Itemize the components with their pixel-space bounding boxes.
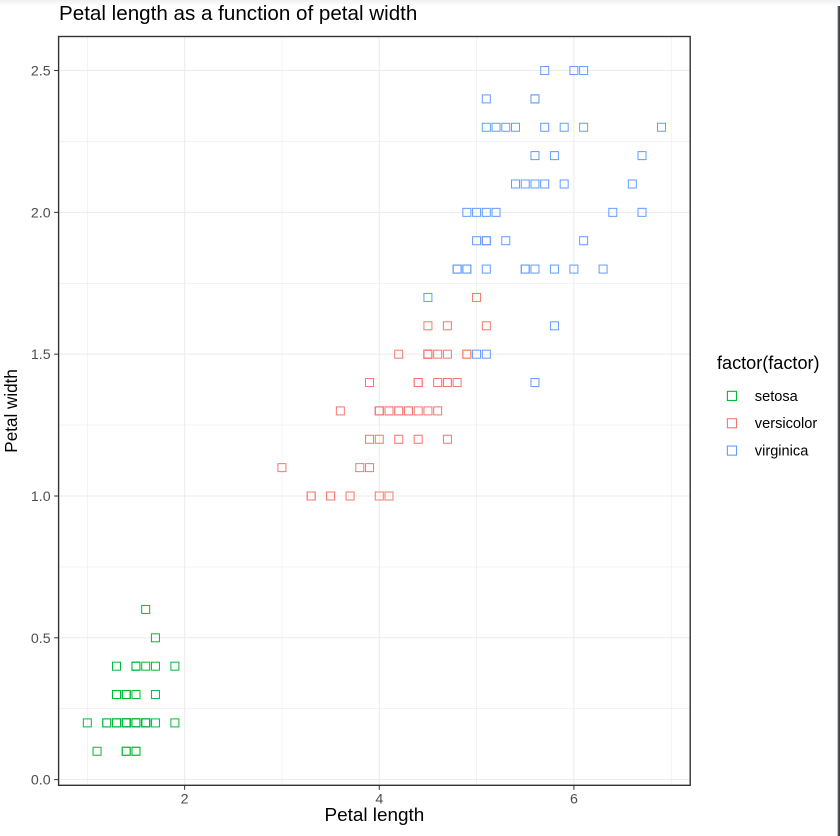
svg-text:factor(factor): factor(factor) — [717, 353, 820, 373]
svg-text:versicolor: versicolor — [755, 416, 818, 432]
svg-text:2: 2 — [181, 791, 189, 807]
svg-text:Petal length: Petal length — [325, 805, 425, 826]
svg-text:1.5: 1.5 — [31, 347, 51, 363]
svg-text:6: 6 — [570, 791, 578, 807]
svg-text:2.5: 2.5 — [31, 64, 51, 80]
svg-text:2.0: 2.0 — [31, 205, 51, 221]
svg-text:1.0: 1.0 — [31, 489, 51, 505]
svg-text:Petal width: Petal width — [2, 369, 21, 453]
svg-text:virginica: virginica — [755, 444, 809, 460]
svg-text:0.0: 0.0 — [31, 773, 51, 789]
svg-text:setosa: setosa — [755, 389, 799, 405]
svg-text:0.5: 0.5 — [31, 631, 51, 647]
